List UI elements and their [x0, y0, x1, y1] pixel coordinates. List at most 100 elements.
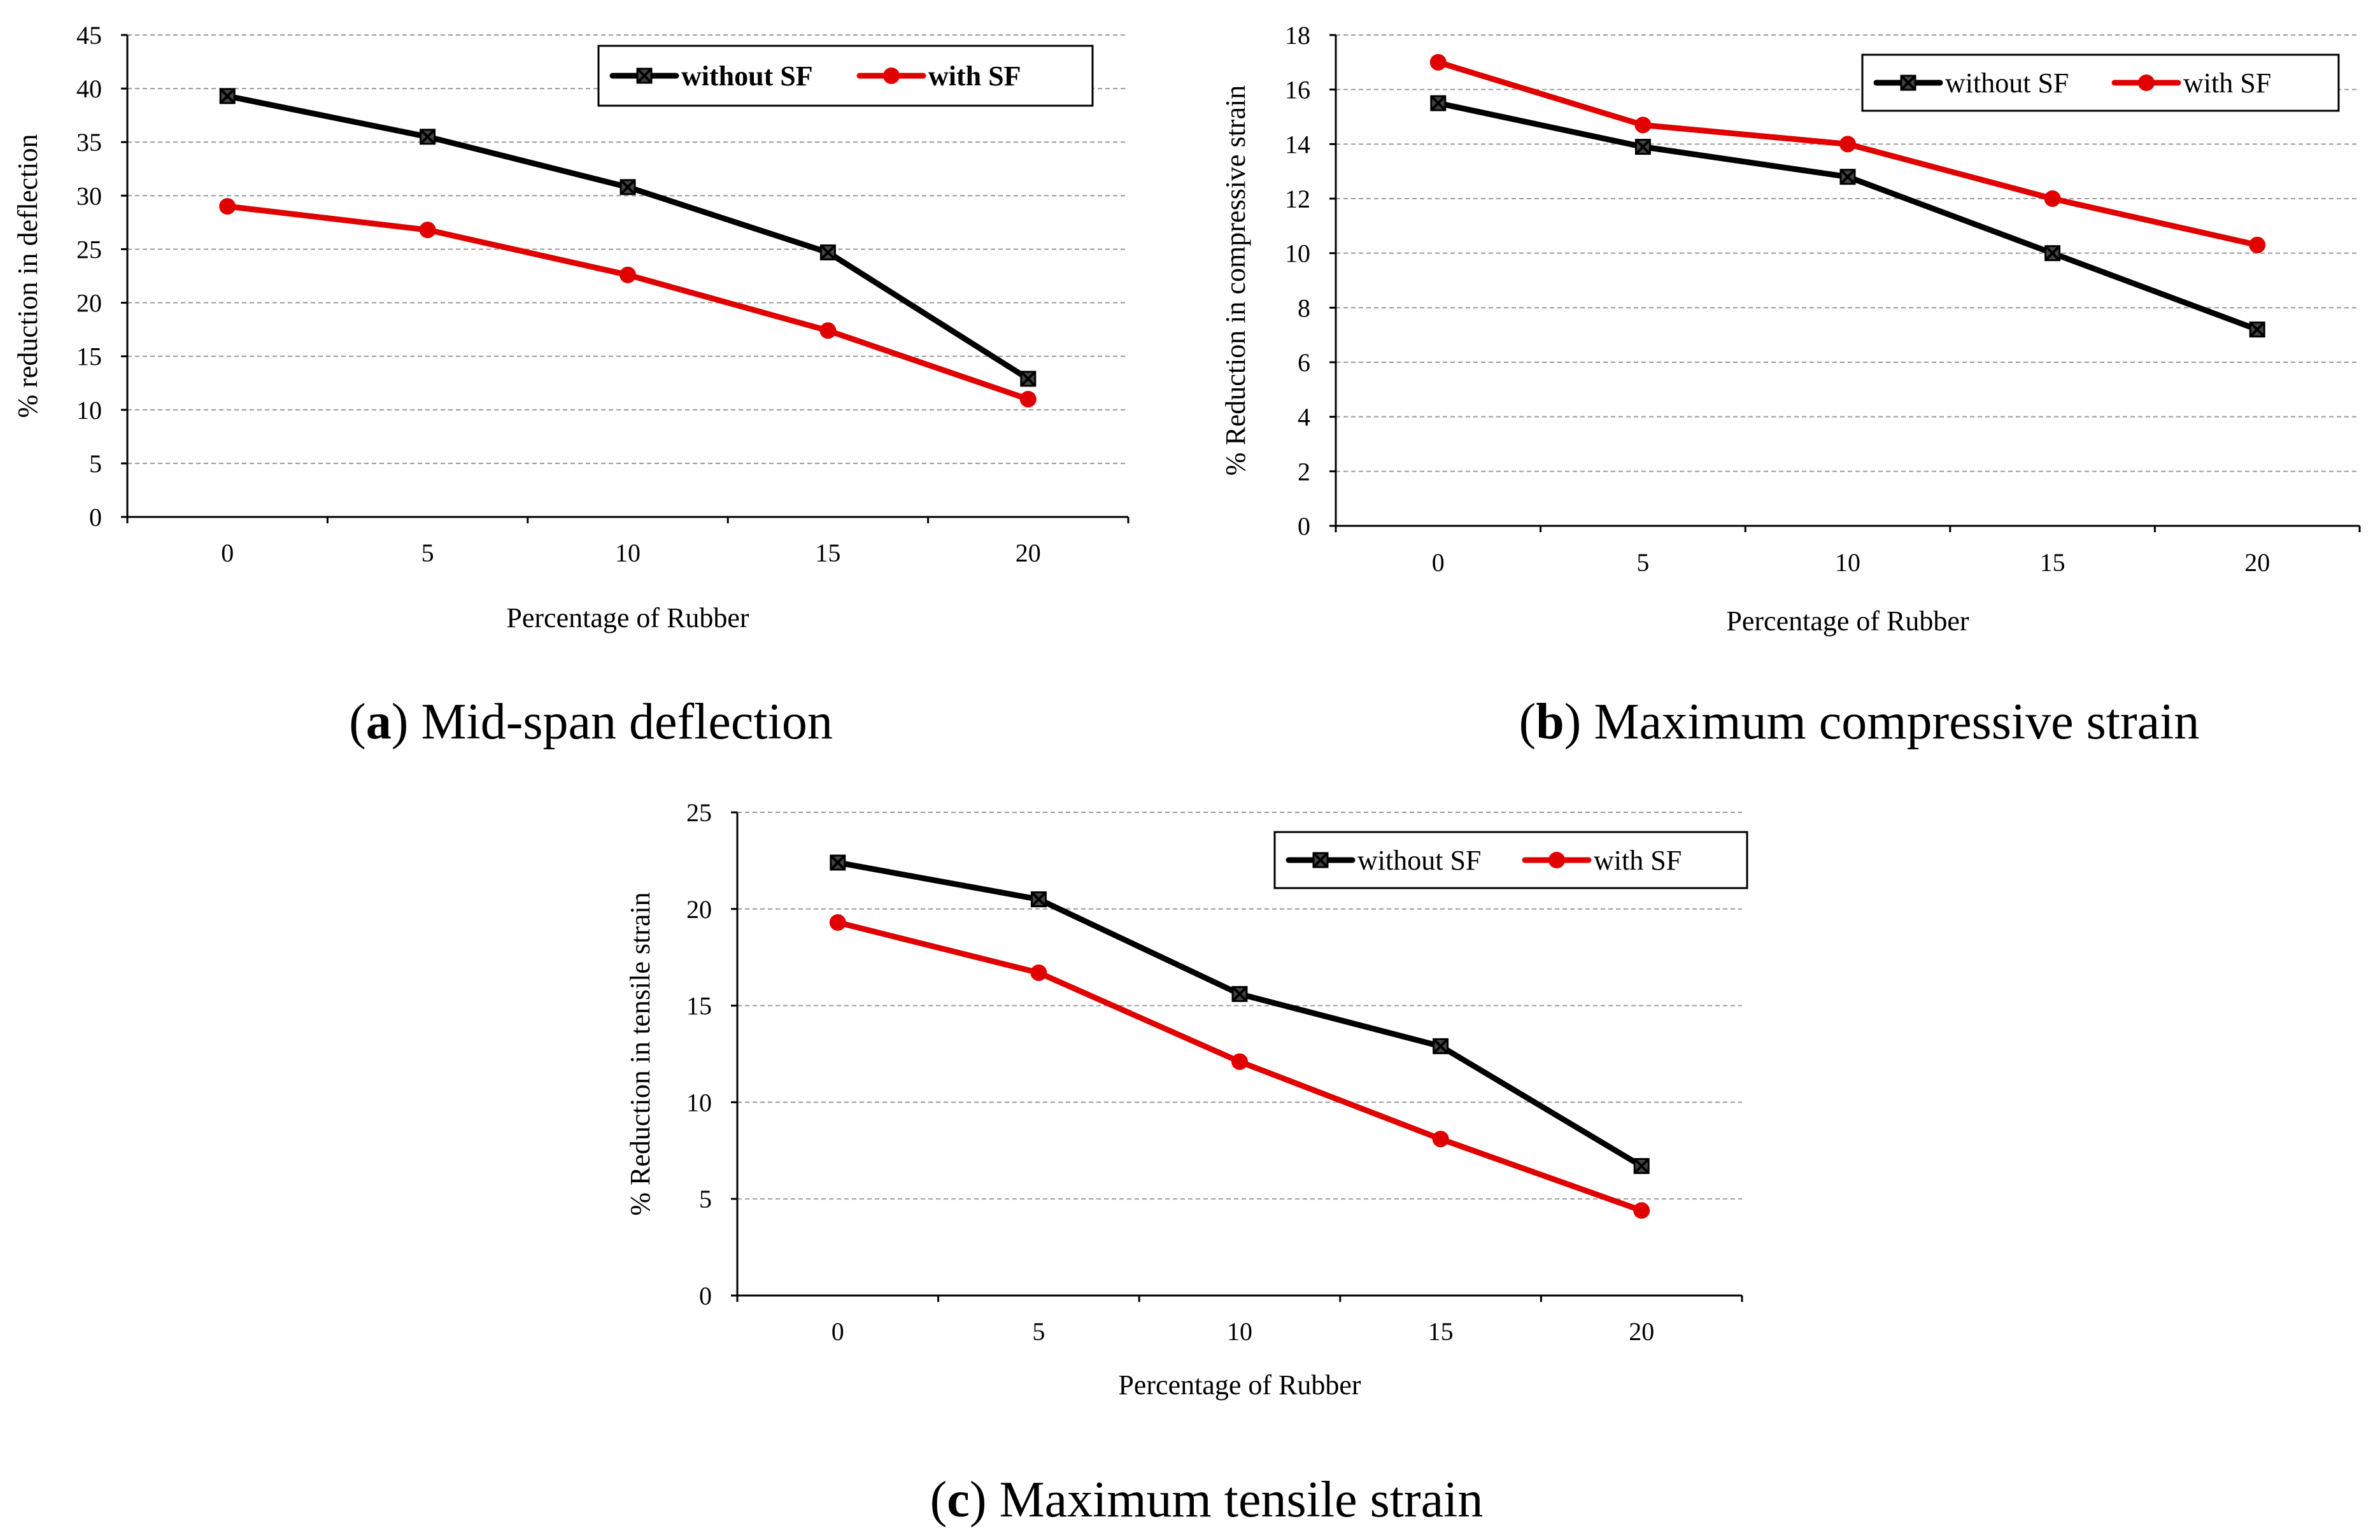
- x-tick-label: 10: [1835, 548, 1860, 577]
- caption-letter: c: [947, 1472, 970, 1528]
- data-point: [1020, 371, 1037, 387]
- x-tick-label: 5: [1636, 548, 1649, 577]
- series-line: [835, 859, 1645, 1169]
- y-tick-label: 18: [1285, 21, 1310, 50]
- y-tick-label: 20: [76, 289, 102, 318]
- series-with-sf: [829, 914, 1650, 1219]
- marker-x: [620, 179, 636, 195]
- marker-x: [1634, 139, 1651, 155]
- data-point: [1633, 1158, 1650, 1175]
- series-without-sf: [1430, 95, 2265, 338]
- legend-label: with SF: [928, 60, 1021, 92]
- caption-text: Mid-span deflection: [421, 694, 832, 750]
- marker-x: [1839, 169, 1856, 185]
- legend-marker-x: [1312, 852, 1329, 868]
- x-tick-label: 15: [1428, 1317, 1454, 1346]
- legend-marker: [883, 67, 900, 84]
- legend-item: with SF: [1522, 845, 1682, 876]
- y-tick-label: 16: [1285, 76, 1310, 104]
- series-with-sf: [219, 198, 1037, 407]
- x-tick-label: 20: [2244, 548, 2270, 577]
- panel-caption: (c) Maximum tensile strain: [930, 1472, 1484, 1528]
- data-point: [219, 88, 236, 104]
- chart-panel-b: 0 2 4 6 8 10 12 14 16 18 0 5 10 15 20 Percentage of Rub…: [1220, 21, 2361, 750]
- data-point: [620, 179, 636, 195]
- marker-x: [2249, 321, 2265, 338]
- caption-text: Maximum tensile strain: [999, 1472, 1483, 1528]
- marker-x: [830, 854, 846, 871]
- marker-x: [420, 129, 436, 145]
- data-point: [830, 854, 846, 871]
- data-point: [1634, 139, 1651, 155]
- legend-marker: [1548, 852, 1565, 868]
- y-tick-label: 5: [89, 449, 102, 478]
- y-tick-label: 12: [1285, 185, 1310, 213]
- marker-x: [1430, 95, 1447, 111]
- y-tick-label: 0: [89, 503, 102, 532]
- data-point: [1231, 985, 1248, 1002]
- x-tick-label: 20: [1629, 1317, 1654, 1346]
- y-tick-label: 4: [1298, 403, 1310, 432]
- legend-marker-x: [1900, 74, 1916, 91]
- data-point: [2249, 236, 2266, 253]
- data-point: [2044, 190, 2061, 207]
- data-point: [819, 244, 836, 260]
- series-without-sf: [219, 88, 1037, 387]
- x-axis-title: Percentage of Rubber: [506, 602, 749, 633]
- data-point: [1432, 1131, 1449, 1148]
- data-point: [2044, 245, 2061, 262]
- marker-x: [1030, 891, 1047, 908]
- data-point: [1231, 1053, 1248, 1070]
- legend-item: without SF: [1286, 845, 1481, 876]
- data-point: [219, 198, 236, 215]
- data-point: [1019, 390, 1037, 407]
- y-tick-label: 40: [76, 74, 102, 103]
- legend-box: [597, 45, 1094, 107]
- data-point: [419, 222, 436, 239]
- chart-panel-a: 0 5 10 15 20 25 30 35 40 45 0 5 10 15 20 Percentage of …: [12, 21, 1130, 750]
- data-point: [420, 129, 436, 145]
- data-point: [1430, 95, 1447, 111]
- y-tick-label: 15: [686, 992, 712, 1021]
- y-axis-title: % Reduction in compressive strain: [1220, 85, 1251, 476]
- caption-paren-close: ): [392, 694, 421, 750]
- caption-text: Maximum compressive strain: [1594, 694, 2199, 750]
- legend-marker: [2138, 74, 2155, 91]
- panel-caption: (b) Maximum compressive strain: [1519, 694, 2200, 750]
- marker-x: [1433, 1038, 1449, 1054]
- marker-x: [819, 244, 836, 260]
- data-point: [1839, 136, 1856, 153]
- data-point: [1429, 53, 1447, 71]
- y-tick-label: 25: [686, 798, 712, 827]
- legend-label: with SF: [1594, 845, 1682, 876]
- x-tick-label: 15: [2040, 548, 2065, 577]
- marker-x: [2044, 245, 2061, 262]
- x-tick-label: 0: [1432, 548, 1445, 577]
- caption-letter: a: [366, 694, 392, 750]
- x-axis-title: Percentage of Rubber: [1726, 605, 1969, 637]
- legend-label: without SF: [1945, 67, 2069, 99]
- data-point: [1634, 117, 1652, 134]
- caption-paren-close: ): [970, 1472, 1000, 1528]
- y-axis-title: % Reduction in tensile strain: [625, 892, 656, 1215]
- legend-item: without SF: [1873, 67, 2069, 99]
- legend: without SF with SF: [597, 45, 1094, 107]
- legend-marker-x: [636, 67, 653, 84]
- caption-paren-open: (: [930, 1472, 947, 1528]
- legend-item: with SF: [856, 60, 1021, 92]
- y-tick-label: 0: [1298, 512, 1310, 540]
- data-point: [1839, 169, 1856, 185]
- y-tick-label: 20: [686, 895, 712, 924]
- x-tick-label: 10: [1227, 1317, 1252, 1346]
- series-with-sf: [1429, 53, 2266, 253]
- y-tick-label: 10: [76, 396, 102, 425]
- x-axis-title: Percentage of Rubber: [1118, 1369, 1361, 1401]
- x-tick-label: 20: [1016, 539, 1041, 567]
- x-tick-label: 0: [221, 539, 234, 567]
- legend-item: without SF: [609, 60, 813, 92]
- legend-label: without SF: [681, 60, 813, 92]
- y-axis-title: % reduction in deflection: [12, 134, 43, 418]
- caption-letter: b: [1536, 694, 1564, 750]
- chart-panel-c: 0 5 10 15 20 25 0 5 10 15 20 Percentage of Rubber % …: [625, 798, 1748, 1528]
- series-line: [224, 93, 1031, 382]
